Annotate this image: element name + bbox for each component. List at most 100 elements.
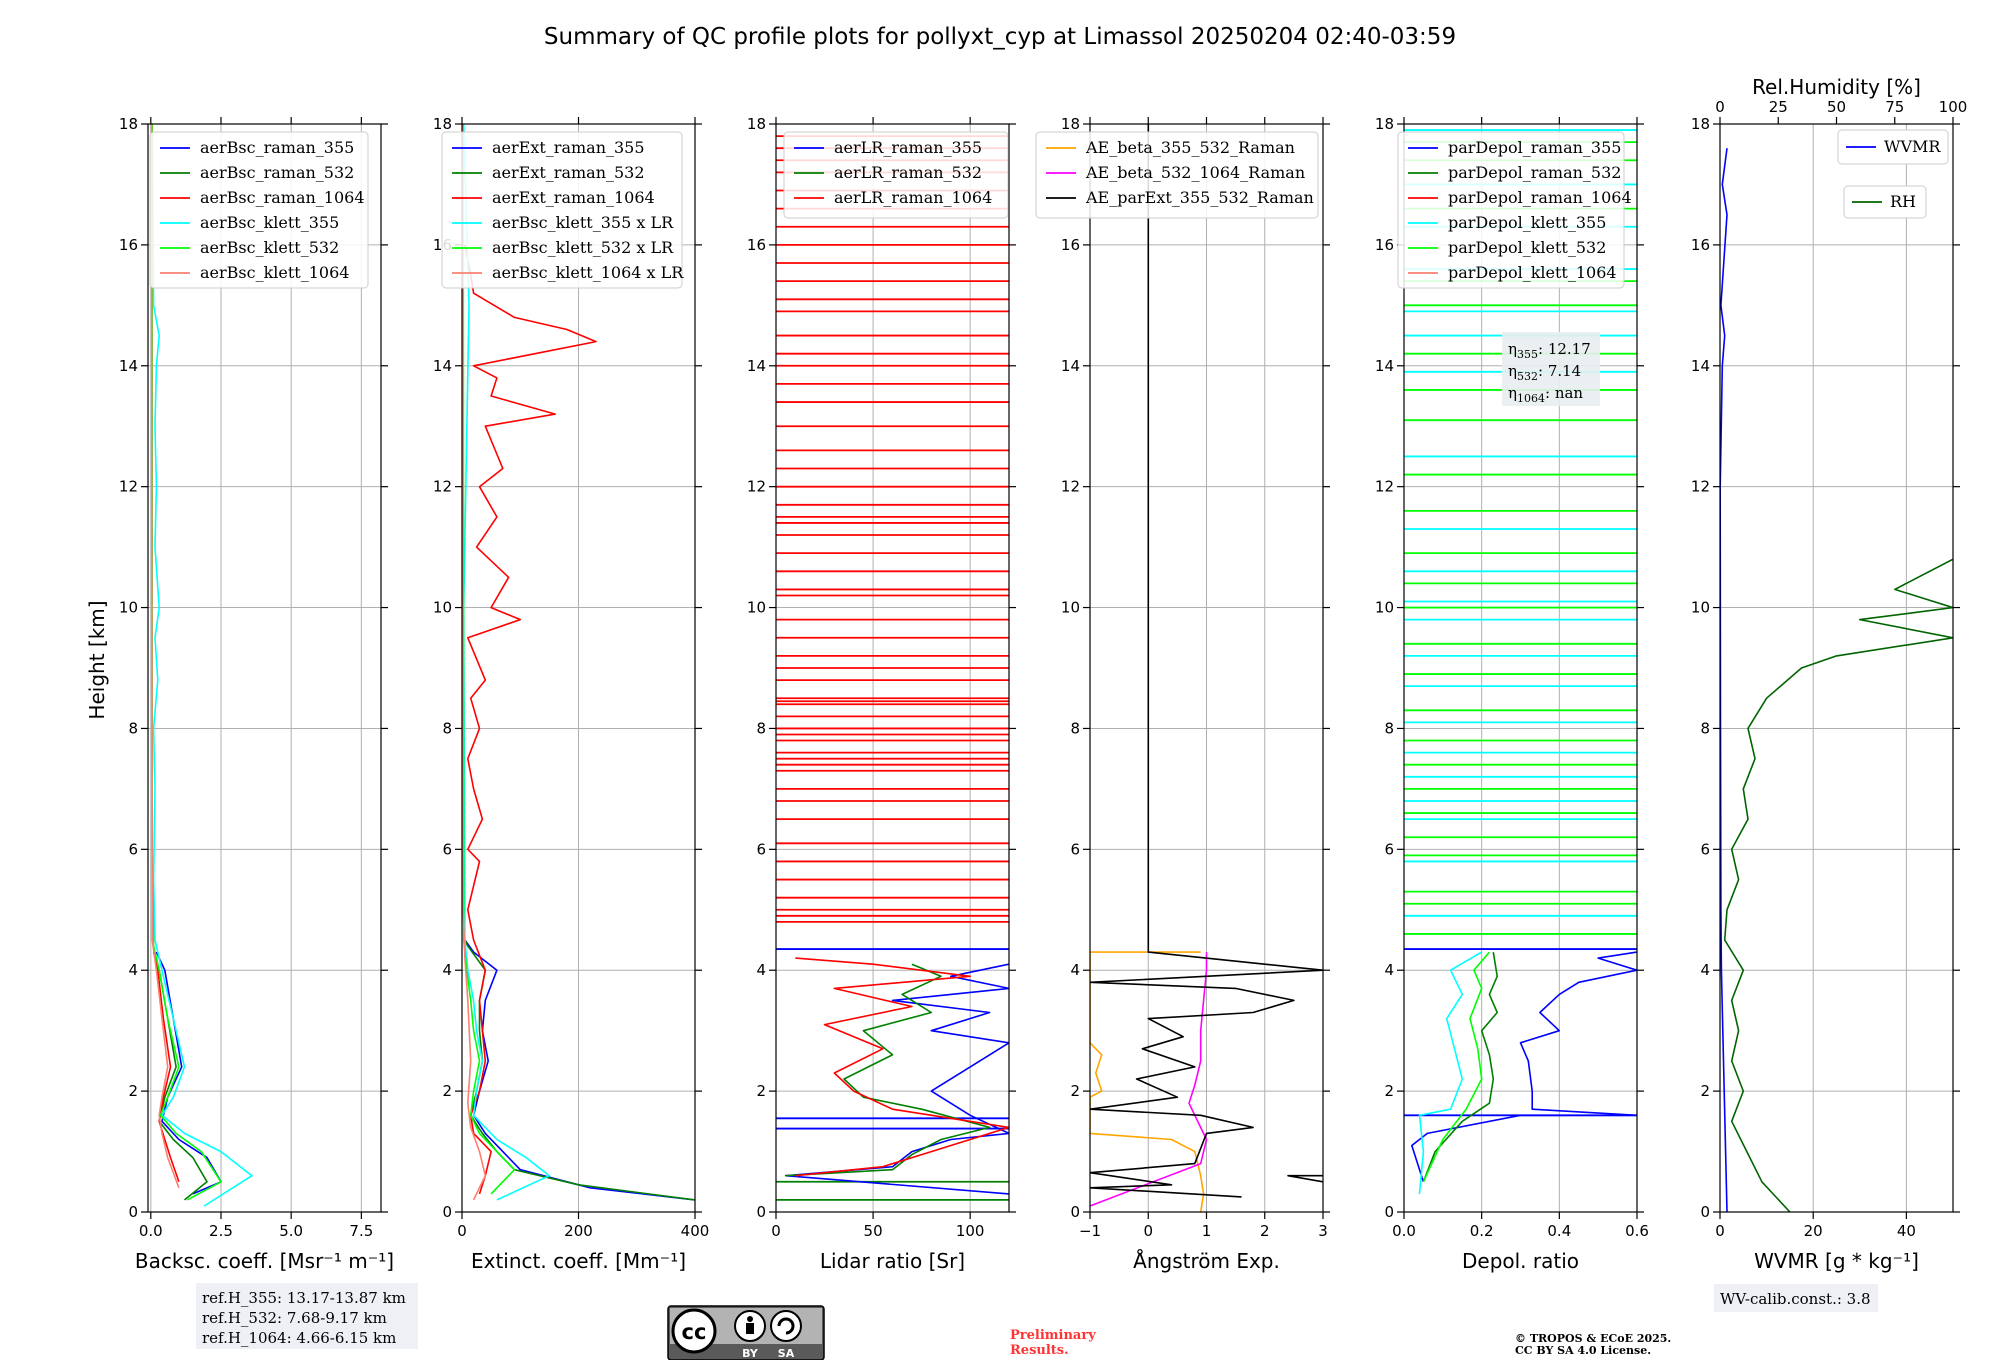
plot-area: [150, 124, 253, 1207]
y-tick-label: 10: [1691, 599, 1710, 617]
top-x-tick-label: 100: [1939, 98, 1968, 116]
top-x-tick-label: 50: [1827, 98, 1846, 116]
y-tick-label: 4: [1700, 961, 1710, 979]
y-tick-label: 2: [1700, 1082, 1710, 1100]
y-tick-label: 4: [756, 961, 766, 979]
x-tick-label: 0: [1143, 1222, 1153, 1240]
y-tick-label: 2: [442, 1082, 452, 1100]
y-tick-label: 8: [1700, 719, 1710, 737]
wv-calib-bg: [1714, 1284, 1878, 1312]
y-tick-label: 10: [1375, 599, 1394, 617]
eta-box: [1502, 332, 1600, 406]
legend-label: aerLR_raman_1064: [834, 188, 992, 207]
series-parDepol_klett_532: [1422, 951, 1491, 1183]
plot-area: [776, 135, 1009, 1201]
legend-label: parDepol_raman_1064: [1448, 188, 1632, 207]
legend-label: parDepol_klett_1064: [1448, 263, 1617, 282]
x-axis-label: Depol. ratio: [1462, 1249, 1579, 1273]
wv-calib-text: WV-calib.const.: 3.8: [1720, 1290, 1871, 1308]
y-axis-label: Height [km]: [85, 600, 109, 719]
eta-1064: η1064: nan: [1508, 384, 1583, 405]
legend-box: [783, 131, 1009, 219]
x-axis-label: WVMR [g * kg⁻¹]: [1754, 1249, 1919, 1273]
legend-box: [149, 131, 369, 289]
legend-label: AE_parExt_355_532_Raman: [1085, 188, 1314, 207]
series-aerExt_raman_1064: [464, 244, 597, 1195]
sa-text: SA: [778, 1347, 795, 1360]
y-tick-label: 10: [433, 599, 452, 617]
axes-frame: [1403, 123, 1638, 1213]
plot-area: [462, 124, 695, 1201]
legend: parDepol_raman_355 parDepol_raman_532 parD…: [1397, 131, 1632, 289]
legend-label: aerExt_raman_1064: [492, 188, 655, 207]
y-tick-label: 0: [128, 1203, 138, 1221]
eta-532: η532: 7.14: [1508, 362, 1581, 383]
legend-box: [1035, 131, 1319, 219]
legend-label: aerBsc_raman_355: [200, 138, 354, 157]
sa-icon-arrow: [777, 1317, 795, 1335]
y-tick-label: 0: [442, 1203, 452, 1221]
y-tick-label: 8: [128, 719, 138, 737]
y-tick-label: 10: [1061, 599, 1080, 617]
legend-label: aerBsc_klett_1064: [200, 263, 349, 282]
legend-label: RH: [1890, 192, 1916, 211]
x-tick-label: 3: [1318, 1222, 1328, 1240]
series-WVMR: [1720, 148, 1728, 1212]
y-tick-label: 18: [1061, 115, 1080, 133]
series-aerBsc_klett_1064 x LR: [462, 124, 487, 1201]
eta-355: η355: 12.17: [1508, 340, 1591, 361]
y-tick-label: 4: [1070, 961, 1080, 979]
y-tick-label: 12: [1375, 478, 1394, 496]
x-tick-label: 0.0: [1392, 1222, 1416, 1240]
series-aerBsc_klett_532: [151, 124, 222, 1201]
y-tick-label: 10: [747, 599, 766, 617]
preliminary-text: Preliminary Results.: [1010, 1328, 1096, 1358]
y-tick-label: 18: [433, 115, 452, 133]
axes-frame: [1719, 123, 1954, 1213]
legend-label: AE_beta_355_532_Raman: [1085, 138, 1295, 157]
y-tick-label: 0: [1700, 1203, 1710, 1221]
series-aerExt_raman_355: [464, 939, 695, 1201]
y-tick-label: 6: [1700, 840, 1710, 858]
legend-label: aerLR_raman_355: [834, 138, 982, 157]
ref-heights-box: ref.H_355: 13.17-13.87 km ref.H_532: 7.6…: [196, 1283, 418, 1349]
series-aerBsc_klett_355: [151, 124, 253, 1207]
legend-box: [1843, 185, 1927, 219]
y-tick-label: 16: [119, 236, 138, 254]
top-x-axis-label: Rel.Humidity [%]: [1752, 75, 1921, 99]
legend-label: aerExt_raman_355: [492, 138, 645, 157]
legend-label: aerBsc_klett_532 x LR: [492, 238, 674, 257]
y-tick-label: 8: [1384, 719, 1394, 737]
legend-label: parDepol_raman_355: [1448, 138, 1621, 157]
legend-box: [441, 131, 683, 289]
x-axis-label: Backsc. coeff. [Msr⁻¹ m⁻¹]: [135, 1249, 394, 1273]
y-tick-label: 8: [756, 719, 766, 737]
plot-area: [1720, 148, 1953, 1212]
y-tick-label: 0: [1070, 1203, 1080, 1221]
y-tick-label: 14: [1061, 357, 1080, 375]
series-AE_parExt_355_532_Raman: [1090, 124, 1323, 1198]
x-tick-label: 7.5: [349, 1222, 373, 1240]
legend-label: aerBsc_klett_1064 x LR: [492, 263, 684, 282]
y-tick-label: 18: [747, 115, 766, 133]
sa-icon: [770, 1310, 802, 1342]
y-tick-label: 6: [756, 840, 766, 858]
y-tick-label: 14: [119, 357, 138, 375]
y-tick-label: 6: [1070, 840, 1080, 858]
y-tick-label: 14: [747, 357, 766, 375]
y-tick-label: 16: [747, 236, 766, 254]
legend: aerLR_raman_355 aerLR_raman_532 aerLR_rama…: [783, 131, 1009, 219]
plot-area: [1090, 124, 1323, 1212]
by-text: BY: [742, 1347, 759, 1360]
axes-frame: [775, 123, 1010, 1213]
y-tick-label: 2: [756, 1082, 766, 1100]
series-parDepol_raman_532: [1422, 951, 1498, 1183]
legend-label: WVMR: [1884, 137, 1941, 156]
x-tick-label: 2.5: [209, 1222, 233, 1240]
legend: WVMR RH: [1837, 129, 1949, 219]
panel-1: 0.0 2.5 5.0 7.5 0 2 4 6 8 10 12 14 16 18 Backsc. coeff…: [119, 115, 394, 1273]
y-tick-label: 14: [1691, 357, 1710, 375]
x-tick-label: 0.4: [1547, 1222, 1571, 1240]
y-tick-label: 14: [1375, 357, 1394, 375]
ref-height-532: ref.H_532: 7.68-9.17 km: [202, 1309, 387, 1327]
